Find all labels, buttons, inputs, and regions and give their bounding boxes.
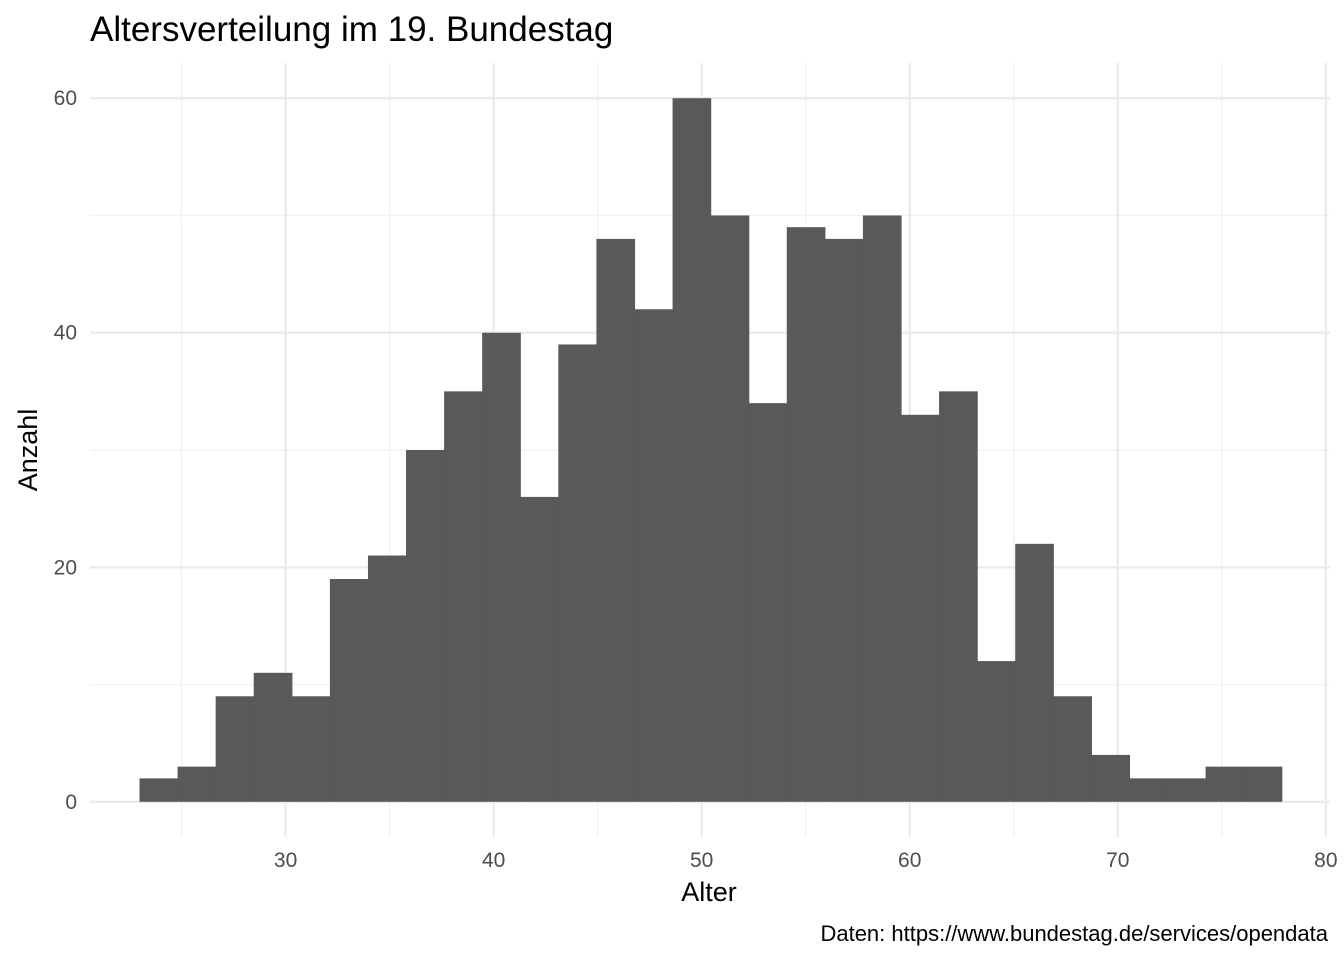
histogram-bar: [215, 696, 255, 802]
histogram-bar: [482, 332, 521, 802]
histogram-bar: [444, 391, 483, 802]
histogram-bars: [139, 98, 1283, 802]
x-tick-label: 60: [898, 849, 921, 872]
histogram-bar: [1091, 754, 1131, 802]
histogram-bar: [329, 579, 369, 802]
histogram-bar: [977, 661, 1016, 802]
x-tick-label: 70: [1106, 849, 1129, 872]
histogram-bar: [367, 555, 407, 802]
histogram-bar: [939, 391, 978, 802]
histogram-bar: [862, 215, 902, 802]
histogram-bar: [291, 696, 331, 802]
data-source-caption: Daten: https://www.bundestag.de/services…: [820, 921, 1328, 946]
histogram-bar: [1129, 778, 1169, 802]
histogram-bar: [824, 238, 864, 802]
chart-title: Altersverteilung im 19. Bundestag: [90, 10, 613, 49]
histogram-bar: [786, 227, 826, 802]
histogram-bar: [1053, 696, 1092, 802]
histogram-bar: [748, 403, 788, 802]
y-axis-ticks: 0 20 40 60: [54, 87, 77, 814]
y-axis-title: Anzahl: [13, 409, 43, 492]
y-tick-label: 0: [65, 791, 77, 814]
x-tick-label: 50: [690, 849, 713, 872]
x-tick-label: 30: [274, 849, 297, 872]
x-tick-label: 80: [1314, 849, 1337, 872]
histogram-bar: [520, 496, 559, 802]
histogram-bar: [900, 414, 940, 802]
histogram-bar: [558, 344, 597, 802]
histogram-bar: [139, 778, 179, 802]
histogram-bar: [596, 238, 636, 802]
y-tick-label: 20: [54, 556, 77, 579]
histogram-bar: [634, 309, 674, 802]
histogram-bar: [672, 98, 712, 802]
histogram-bar: [1205, 766, 1245, 802]
x-axis-ticks: 30 40 50 60 70 80: [274, 849, 1338, 872]
x-axis-title: Alter: [681, 877, 737, 907]
y-tick-label: 60: [54, 87, 77, 110]
histogram-bar: [406, 450, 445, 802]
histogram-bar: [1243, 766, 1283, 802]
histogram-bar: [1015, 543, 1054, 802]
histogram-bar: [253, 672, 293, 802]
x-tick-label: 40: [482, 849, 505, 872]
histogram-bar: [1167, 778, 1207, 802]
y-tick-label: 40: [54, 322, 77, 345]
histogram-bar: [177, 766, 217, 802]
histogram-bar: [710, 215, 750, 802]
